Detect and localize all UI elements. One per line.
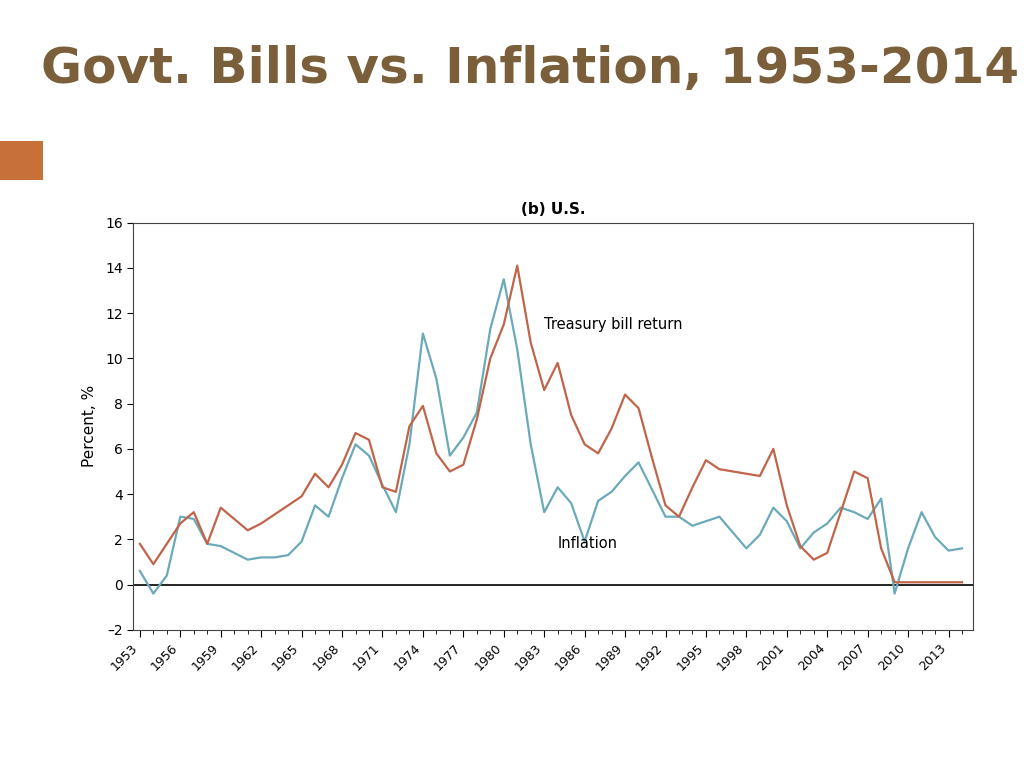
Text: Govt. Bills vs. Inflation, 1953-2014: Govt. Bills vs. Inflation, 1953-2014 xyxy=(41,45,1019,93)
Y-axis label: Percent, %: Percent, % xyxy=(82,385,96,468)
Text: 33: 33 xyxy=(9,151,34,170)
Bar xyxy=(0,141,43,180)
Text: Inflation: Inflation xyxy=(558,536,617,551)
Text: Treasury bill return: Treasury bill return xyxy=(544,317,683,332)
Title: (b) U.S.: (b) U.S. xyxy=(521,203,585,217)
